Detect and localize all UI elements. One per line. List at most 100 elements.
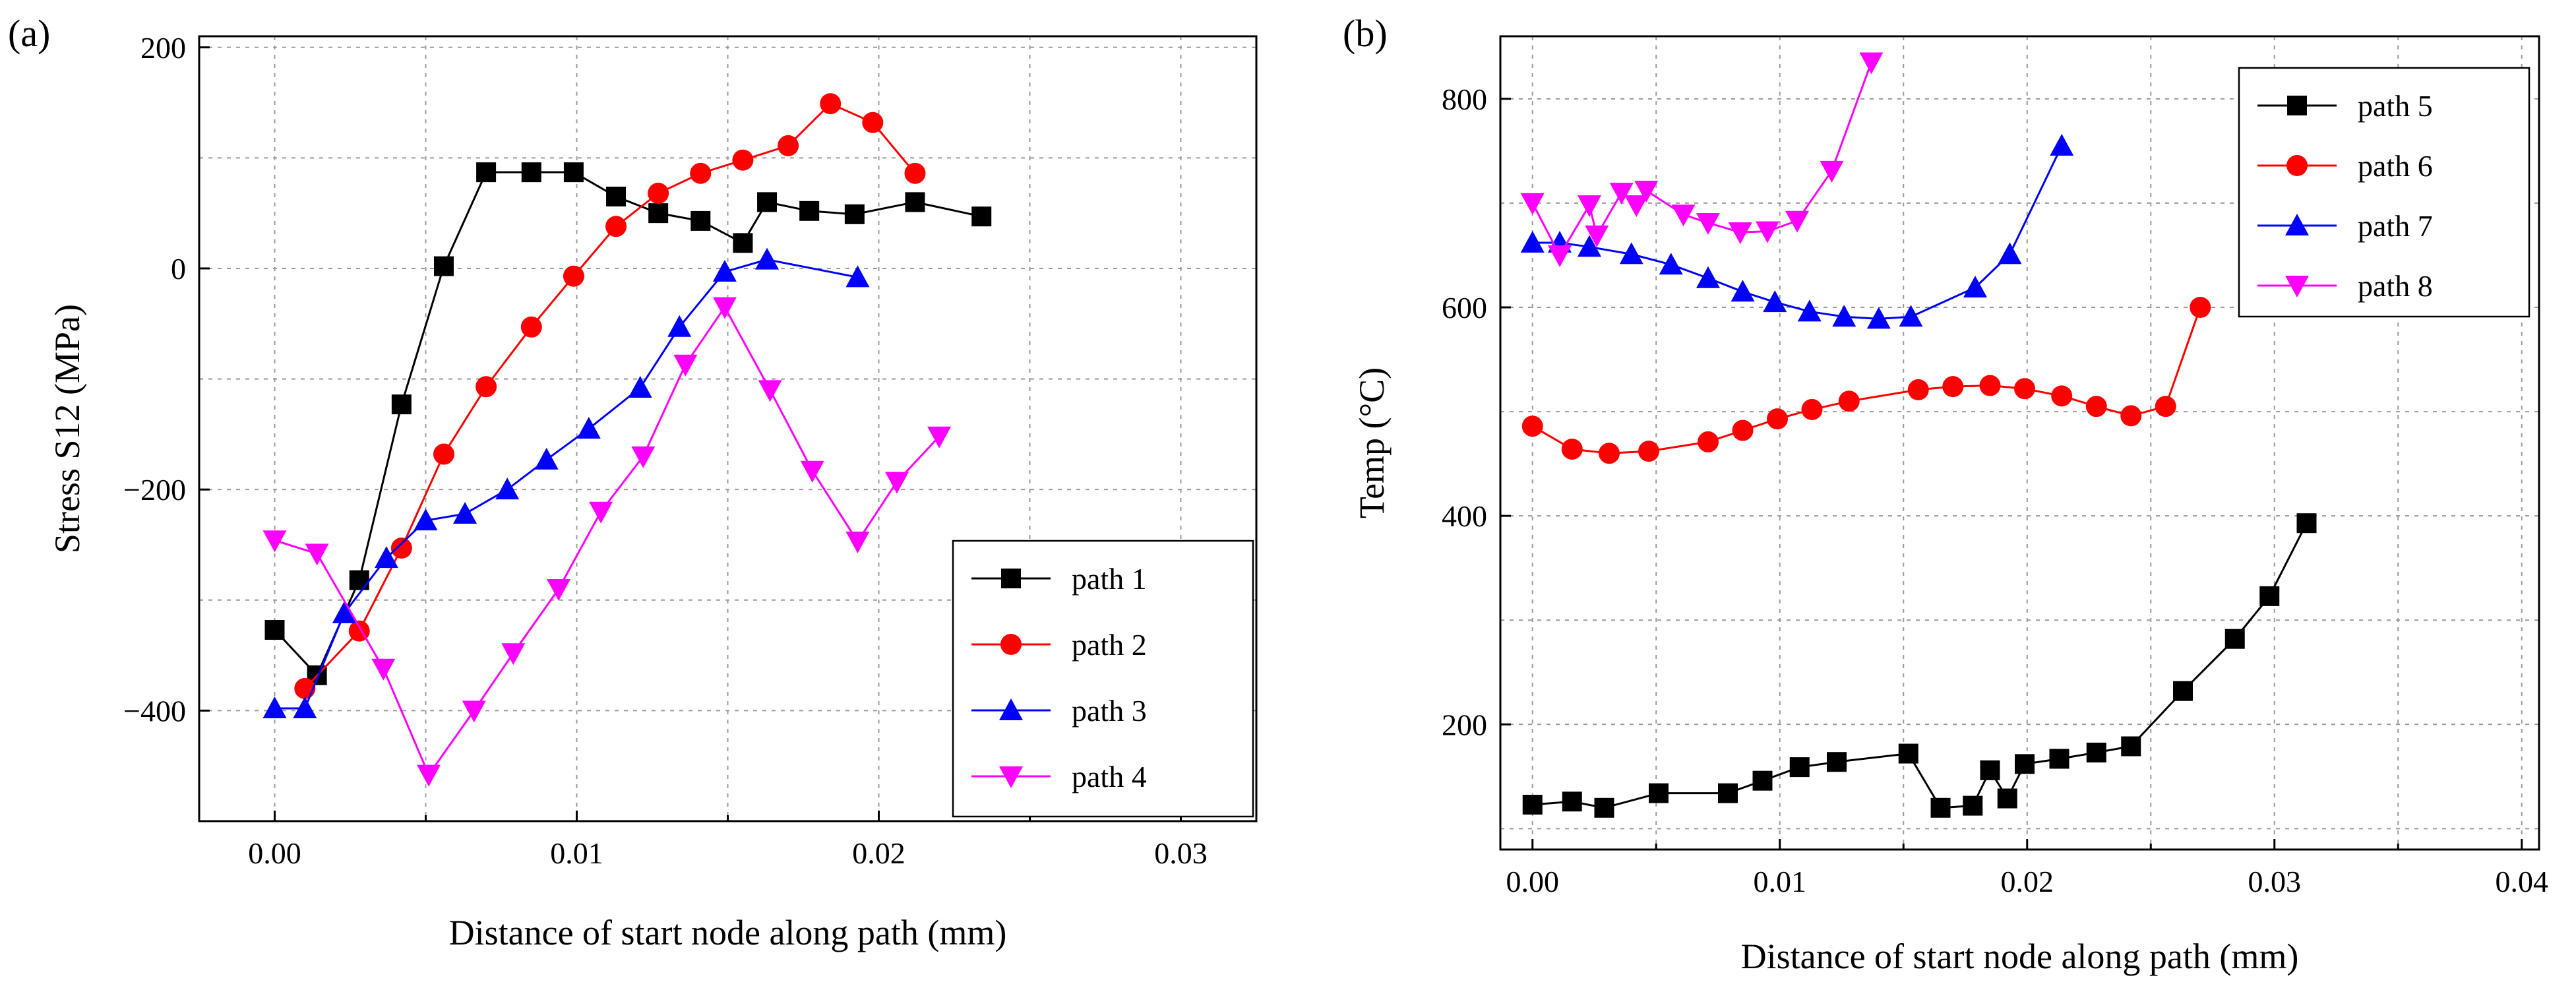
data-point xyxy=(884,472,909,494)
data-point xyxy=(1520,193,1545,215)
data-point xyxy=(2296,513,2317,534)
series-line xyxy=(274,305,940,777)
data-point xyxy=(778,135,799,156)
legend-label: path 7 xyxy=(2358,209,2433,243)
data-point xyxy=(628,375,652,398)
legend-marker xyxy=(2285,276,2309,297)
data-point xyxy=(495,478,520,500)
data-point xyxy=(475,376,497,398)
y-tick-label: 200 xyxy=(1442,708,1487,741)
data-point xyxy=(433,256,454,276)
y-tick-label: 800 xyxy=(1442,82,1487,116)
panel-label: (b) xyxy=(1343,12,1388,55)
data-point xyxy=(1609,183,1634,205)
series-line xyxy=(1531,62,1872,258)
data-point xyxy=(2051,385,2073,407)
data-point xyxy=(1562,791,1582,812)
legend-marker xyxy=(999,698,1023,720)
data-point xyxy=(2049,749,2070,769)
data-point xyxy=(1732,419,1754,441)
x-tick-label: 0.03 xyxy=(2248,865,2302,898)
data-point xyxy=(2155,396,2176,418)
data-point xyxy=(862,111,884,133)
series-path-1 xyxy=(264,162,992,685)
legend-marker xyxy=(2287,96,2307,115)
data-point xyxy=(820,93,842,115)
data-point xyxy=(712,297,737,319)
data-point xyxy=(371,658,396,681)
data-point xyxy=(1980,760,2000,780)
data-point xyxy=(453,502,477,524)
data-point xyxy=(1899,305,1923,327)
data-point xyxy=(1963,275,1987,297)
x-axis-label: Distance of start node along path (mm) xyxy=(449,913,1007,952)
data-point xyxy=(845,265,870,288)
data-point xyxy=(905,192,925,212)
data-point xyxy=(1634,180,1659,202)
data-point xyxy=(1696,266,1720,288)
data-point xyxy=(534,447,559,470)
data-point xyxy=(690,210,711,231)
data-point xyxy=(927,426,952,449)
data-point xyxy=(2086,742,2106,762)
series-line xyxy=(1531,307,2201,454)
legend-marker xyxy=(1001,569,1021,588)
data-point xyxy=(1731,280,1755,302)
data-point xyxy=(501,643,526,665)
legend-marker xyxy=(2285,214,2309,235)
data-point xyxy=(305,543,329,566)
data-point xyxy=(521,162,541,183)
y-tick-label: 200 xyxy=(140,31,186,65)
legend-label: path 2 xyxy=(1072,628,1147,662)
data-point xyxy=(391,394,412,415)
data-point xyxy=(1998,242,2022,264)
data-point xyxy=(1859,52,1884,75)
data-point xyxy=(1767,408,1788,430)
data-point xyxy=(1979,375,2001,396)
series-path-6 xyxy=(1521,297,2211,464)
data-point xyxy=(1718,783,1738,803)
x-tick-label: 0.01 xyxy=(1754,865,1807,898)
data-point xyxy=(1752,770,1773,791)
data-point xyxy=(1789,757,1810,778)
data-point xyxy=(667,315,692,337)
y-tick-label: −200 xyxy=(123,473,186,507)
data-point xyxy=(1619,242,1643,264)
data-point xyxy=(1624,195,1649,218)
data-point xyxy=(2050,133,2074,156)
data-point xyxy=(799,201,820,221)
data-point xyxy=(2014,378,2035,400)
data-point xyxy=(1838,390,1860,412)
data-point xyxy=(2015,754,2035,774)
series-path-3 xyxy=(262,247,870,719)
legend-label: path 8 xyxy=(2358,269,2433,303)
data-point xyxy=(1820,160,1844,183)
data-point xyxy=(1963,795,1983,816)
data-point xyxy=(1521,416,1543,437)
data-point xyxy=(1548,245,1572,267)
data-point xyxy=(1930,797,1951,818)
data-point xyxy=(1599,443,1620,464)
data-point xyxy=(293,696,317,719)
panel-a: 0.00 0.01 0.02 0.03 −400 −200 0 200 Distance of … xyxy=(8,12,1258,952)
data-point xyxy=(2085,396,2107,418)
data-point xyxy=(1907,379,1929,400)
data-point xyxy=(605,216,627,237)
data-point xyxy=(755,247,780,270)
data-point xyxy=(1756,221,1779,243)
data-point xyxy=(1866,307,1891,329)
data-point xyxy=(332,601,356,623)
data-point xyxy=(1763,290,1787,313)
data-point xyxy=(1785,210,1809,233)
data-point xyxy=(1832,305,1856,327)
series-path-5 xyxy=(1522,513,2317,818)
data-point xyxy=(589,501,613,524)
data-point xyxy=(800,460,824,483)
data-point xyxy=(1801,398,1823,420)
legend-label: path 3 xyxy=(1072,694,1147,727)
data-point xyxy=(1594,797,1614,818)
data-point xyxy=(1696,212,1720,235)
data-point xyxy=(262,530,287,553)
panel-b: 0.00 0.01 0.02 0.03 0.04 200 400 600 800 Distance… xyxy=(1343,12,2548,976)
